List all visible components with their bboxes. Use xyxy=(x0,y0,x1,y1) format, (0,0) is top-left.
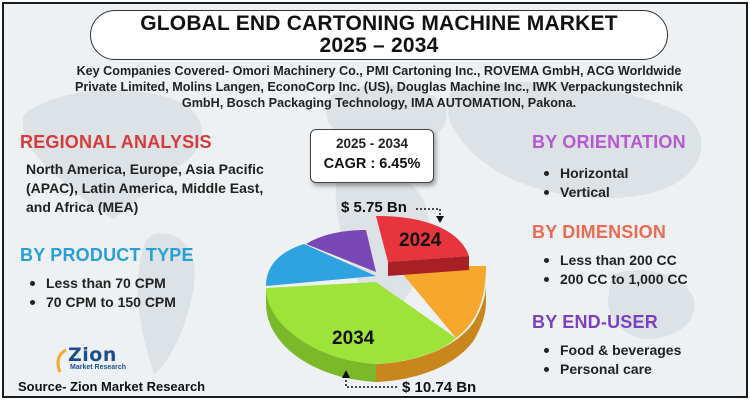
zion-logo: Zion Market Research xyxy=(54,344,134,378)
list-item: 200 CC to 1,000 CC xyxy=(540,270,688,289)
end-user-heading: BY END-USER xyxy=(532,312,658,332)
title-banner: GLOBAL END CARTONING MACHINE MARKET 2025… xyxy=(90,10,668,60)
title-line-1: GLOBAL END CARTONING MACHINE MARKET xyxy=(140,12,618,35)
pie-label-2024: 2024 xyxy=(399,230,442,251)
pie-slice-blue xyxy=(266,244,376,286)
list-item: Vertical xyxy=(540,183,628,202)
world-map-background xyxy=(22,82,702,374)
pointer-arrow-end xyxy=(342,370,398,388)
dimension-list: Less than 200 CC 200 CC to 1,000 CC xyxy=(540,251,688,289)
dimension-heading: BY DIMENSION xyxy=(532,222,667,242)
pie-slice-red xyxy=(376,216,469,262)
end-value-label: $ 10.74 Bn xyxy=(402,379,477,396)
logo-word: Zion xyxy=(68,344,117,366)
list-item: Less than 200 CC xyxy=(540,251,688,270)
title-line-2: 2025 – 2034 xyxy=(319,34,439,57)
logo-subtitle: Market Research xyxy=(70,364,127,371)
orientation-heading: BY ORIENTATION xyxy=(532,132,686,152)
key-companies-text: Key Companies Covered- Omori Machinery C… xyxy=(74,64,684,110)
start-value-label: $ 5.75 Bn xyxy=(341,199,407,216)
product-type-heading: BY PRODUCT TYPE xyxy=(20,245,194,265)
logo-swoosh-icon xyxy=(56,348,67,373)
end-user-list: Food & beverages Personal care xyxy=(540,341,681,379)
product-type-list: Less than 70 CPM 70 CPM to 150 CPM xyxy=(26,274,176,312)
pie-slice-green xyxy=(266,282,456,364)
pie-slice-orange xyxy=(396,266,486,338)
source-text: Source- Zion Market Research xyxy=(18,379,206,394)
cagr-value: CAGR : 6.45% xyxy=(323,156,421,172)
cagr-box: 2025 - 2034 CAGR : 6.45% xyxy=(310,129,434,183)
list-item: Less than 70 CPM xyxy=(26,274,176,293)
pie-label-2034: 2034 xyxy=(332,328,375,349)
list-item: 70 CPM to 150 CPM xyxy=(26,293,176,312)
regional-analysis-text: North America, Europe, Asia Pacific (APA… xyxy=(26,161,264,215)
list-item: Personal care xyxy=(540,360,681,379)
pie-slice-purple xyxy=(306,230,376,272)
cagr-period: 2025 - 2034 xyxy=(335,136,409,151)
orientation-list: Horizontal Vertical xyxy=(540,164,628,202)
list-item: Food & beverages xyxy=(540,341,681,360)
list-item: Horizontal xyxy=(540,164,628,183)
pointer-arrow-start xyxy=(416,208,444,223)
pie-side-walls xyxy=(266,284,486,382)
pie-illustration: 2024 2034 xyxy=(266,208,486,388)
regional-analysis-heading: REGIONAL ANALYSIS xyxy=(20,132,212,152)
